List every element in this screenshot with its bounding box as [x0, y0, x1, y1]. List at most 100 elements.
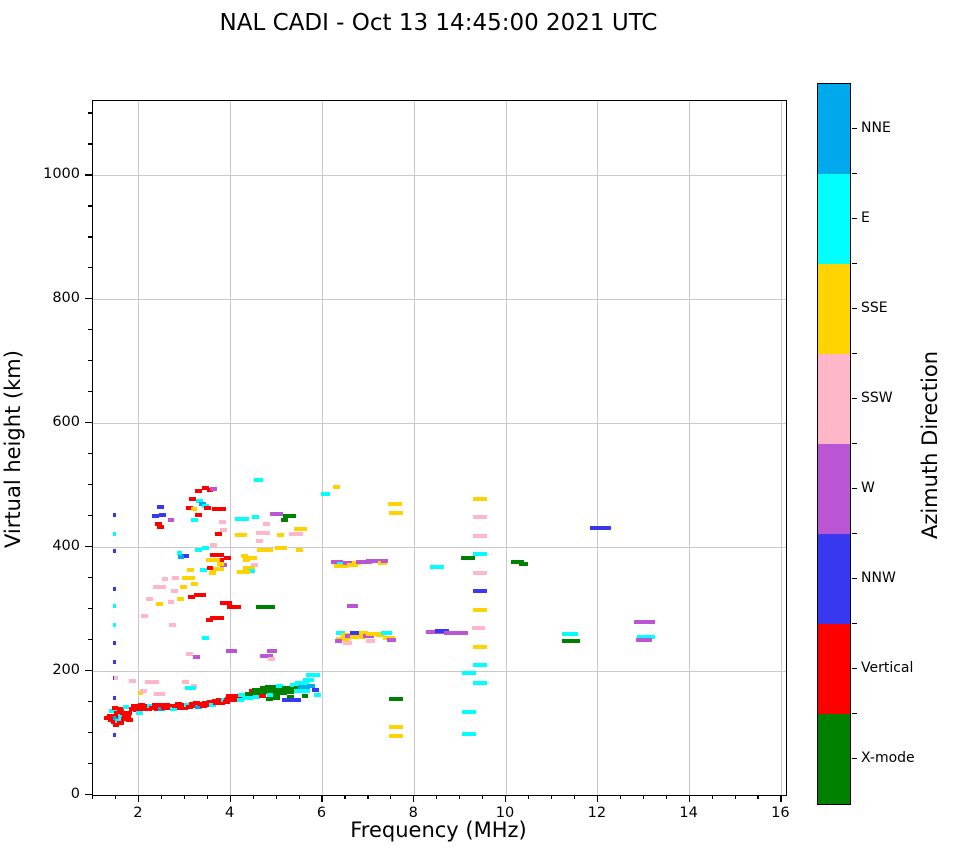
x-minor-tick: [183, 795, 185, 800]
x-major-tick: [688, 795, 690, 803]
scatter-point: [159, 512, 167, 517]
scatter-point: [185, 506, 193, 511]
scatter-point: [253, 477, 263, 482]
scatter-point: [243, 558, 251, 563]
scatter-point: [198, 501, 206, 506]
y-major-tick: [85, 298, 92, 300]
y-tick-label: 600: [52, 414, 80, 431]
scatter-point: [386, 638, 396, 643]
y-minor-tick: [88, 484, 92, 486]
colorbar-boundary-tick: [852, 623, 857, 625]
x-minor-tick: [275, 795, 277, 800]
scatter-point: [365, 558, 382, 563]
scatter-point: [210, 566, 224, 571]
gridline-vertical: [689, 101, 691, 795]
scatter-point: [202, 546, 210, 551]
scatter-point: [108, 709, 116, 714]
scatter-point: [229, 698, 244, 703]
scatter-point: [176, 596, 184, 601]
scatter-point: [172, 576, 180, 581]
scatter-point: [343, 560, 353, 565]
colorbar-segment-w: [818, 444, 850, 534]
scatter-point: [237, 697, 245, 702]
scatter-point: [184, 702, 191, 707]
x-minor-tick: [160, 795, 163, 800]
scatter-point: [170, 707, 178, 712]
scatter-point: [248, 688, 256, 693]
x-minor-tick: [527, 795, 530, 800]
x-minor-tick: [436, 795, 438, 800]
scatter-point: [185, 705, 193, 709]
scatter-point: [178, 555, 184, 560]
scatter-point: [235, 516, 250, 521]
scatter-point: [208, 571, 216, 576]
gridline-horizontal: [93, 422, 786, 424]
scatter-point: [179, 585, 187, 590]
scatter-point: [217, 561, 225, 566]
scatter-point: [383, 635, 395, 640]
scatter-point: [265, 685, 279, 690]
scatter-point: [473, 608, 487, 613]
scatter-point: [215, 531, 223, 536]
y-minor-tick: [88, 329, 92, 331]
scatter-point: [251, 691, 258, 696]
gridline-vertical: [505, 101, 507, 795]
colorbar-segment-vertical: [818, 624, 850, 714]
colorbar-boundary-tick: [852, 173, 857, 175]
colorbar-tick: [852, 578, 857, 580]
y-minor-tick: [88, 515, 92, 517]
scatter-point: [149, 706, 157, 711]
scatter-point: [252, 514, 259, 519]
scatter-point: [159, 702, 167, 707]
gridline-vertical: [321, 101, 323, 795]
scatter-point: [306, 673, 321, 678]
scatter-point: [333, 564, 348, 569]
scatter-point: [151, 703, 159, 708]
y-minor-tick: [88, 391, 92, 393]
scatter-point: [152, 514, 160, 519]
gridline-horizontal: [93, 546, 786, 548]
scatter-point: [110, 719, 118, 724]
scatter-point: [112, 604, 117, 608]
scatter-point: [462, 709, 477, 714]
scatter-point: [282, 697, 290, 702]
scatter-point: [152, 585, 167, 590]
scatter-point: [289, 682, 297, 687]
scatter-point: [314, 693, 322, 698]
scatter-point: [282, 514, 297, 519]
scatter-point: [190, 507, 198, 512]
scatter-point: [265, 696, 273, 701]
x-minor-tick: [298, 795, 300, 800]
scatter-point: [165, 706, 173, 711]
scatter-point: [473, 571, 487, 576]
colorbar-segment-e: [818, 174, 850, 264]
scatter-point: [174, 701, 182, 706]
scatter-point: [235, 532, 242, 537]
colorbar-category-label: SSW: [861, 390, 893, 406]
scatter-point: [112, 696, 117, 701]
colorbar-category-label: NNW: [861, 570, 896, 586]
scatter-point: [176, 705, 184, 710]
y-tick-label: 200: [52, 662, 80, 679]
x-minor-tick: [206, 795, 208, 800]
y-minor-tick: [88, 763, 92, 765]
scatter-point: [462, 670, 477, 675]
scatter-point: [461, 555, 475, 560]
scatter-point: [263, 522, 270, 527]
gridline-vertical: [138, 101, 140, 795]
scatter-point: [167, 703, 175, 708]
colorbar-segment-x-mode: [818, 714, 850, 804]
scatter-point: [153, 691, 166, 696]
colorbar-tick: [852, 488, 857, 490]
scatter-point: [473, 515, 487, 520]
scatter-point: [286, 695, 294, 700]
scatter-point: [126, 718, 134, 723]
scatter-point: [293, 526, 308, 531]
scatter-point: [209, 486, 217, 491]
scatter-point: [226, 694, 240, 699]
scatter-point: [241, 553, 248, 558]
scatter-point: [190, 704, 198, 709]
scatter-point: [136, 710, 144, 715]
scatter-point: [257, 547, 274, 552]
